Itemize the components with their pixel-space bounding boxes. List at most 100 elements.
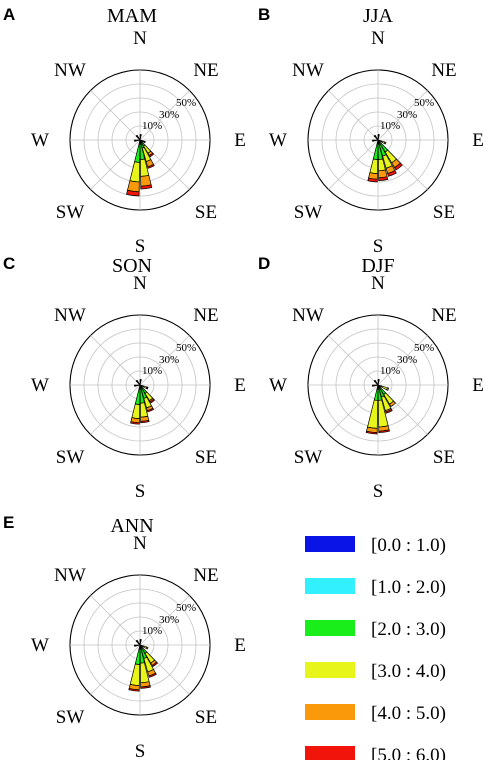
petal-ssw-bin-2	[372, 143, 379, 160]
petal-ssw-bin-4	[127, 180, 140, 193]
ring-label: 10%	[142, 120, 162, 132]
panel-letter: E	[3, 513, 14, 532]
wind-rose-panel-ann: E ANN 10%30%50% N NE E SE S SW W NW	[3, 513, 246, 760]
petal-e-bin-4	[383, 141, 387, 145]
polar-spoke	[328, 384, 379, 435]
petal-w-bin-5	[134, 139, 136, 142]
direction-label-e: E	[472, 375, 484, 396]
petal-ssw-bin-2	[134, 388, 141, 405]
polar-spoke	[90, 139, 141, 190]
ring-label: 50%	[414, 342, 434, 354]
legend-swatch	[305, 704, 355, 720]
petal-nw-bin-5	[373, 134, 376, 137]
petal-ssw-bin-3	[129, 663, 141, 686]
petal-nw-bin-5	[135, 639, 138, 642]
petal-n-bin-5	[139, 379, 142, 381]
petal-s-bin-5	[140, 184, 153, 190]
direction-label-e: E	[234, 130, 246, 151]
direction-label-e: E	[472, 130, 484, 151]
legend-swatch	[305, 662, 355, 678]
direction-label-s: S	[135, 481, 146, 502]
petal-s-bin-4	[378, 169, 388, 179]
polar-spoke	[328, 90, 379, 141]
petal-s-bin-5	[378, 429, 390, 433]
wind-rose-panel-djf: D DJF 10%30%50% N NE E SE S SW W NW	[258, 254, 484, 502]
petal-w-bin-5	[134, 384, 136, 387]
direction-label-se: SE	[195, 707, 217, 728]
panel-title: JJA	[363, 5, 394, 27]
petal-nw-bin-5	[373, 379, 376, 382]
wind-rose-panel-jja: B JJA 10%30%50% N NE E SE S SW W NW	[258, 5, 484, 257]
petal-w-bin-5	[134, 644, 136, 647]
direction-label-ne: NE	[431, 305, 456, 326]
ring-label: 10%	[142, 365, 162, 377]
petal-sse-bin-5	[146, 407, 155, 413]
legend-label: [3.0 : 4.0)	[371, 661, 446, 682]
polar-spoke	[328, 335, 379, 386]
direction-label-ne: NE	[193, 60, 218, 81]
petal-w-bin-5	[372, 139, 374, 142]
direction-label-s: S	[135, 741, 146, 760]
direction-label-sw: SW	[294, 202, 323, 223]
legend-swatch	[305, 578, 355, 594]
direction-label-s: S	[373, 236, 384, 257]
legend-label: [1.0 : 2.0)	[371, 577, 446, 598]
direction-label-w: W	[31, 375, 49, 396]
wind-rose-panel-mam: A MAM 10%30%50% N NE E SE S SW W NW	[3, 5, 246, 257]
direction-label-ne: NE	[431, 60, 456, 81]
direction-label-n: N	[133, 273, 147, 294]
panel-title: SON	[112, 255, 152, 277]
petal-ssw-bin-3	[131, 403, 141, 419]
petal-ssw-bin-2	[134, 648, 141, 665]
polar-spoke	[377, 335, 428, 386]
petal-se-bin-5	[148, 152, 155, 158]
ring-label: 50%	[414, 97, 434, 109]
direction-label-s: S	[373, 481, 384, 502]
direction-label-e: E	[234, 635, 246, 656]
legend-swatch	[305, 620, 355, 636]
direction-label-se: SE	[433, 447, 455, 468]
legend-label: [2.0 : 3.0)	[371, 619, 446, 640]
petal-n-bin-5	[139, 639, 142, 641]
petal-ssw-bin-5	[128, 688, 140, 692]
petal-ssw-bin-5	[126, 189, 140, 197]
direction-label-w: W	[31, 635, 49, 656]
petal-nw-bin-5	[135, 134, 138, 137]
ring-label: 30%	[159, 354, 179, 366]
panel-title: ANN	[110, 515, 153, 537]
polar-spoke	[139, 335, 190, 386]
direction-label-n: N	[371, 28, 385, 49]
panel-letter: A	[3, 5, 15, 24]
direction-label-nw: NW	[292, 305, 324, 326]
petal-se-bin-5	[394, 162, 403, 171]
polar-spoke	[90, 595, 141, 646]
direction-label-nw: NW	[54, 565, 86, 586]
petal-ssw-bin-3	[369, 158, 379, 174]
petal-ssw-bin-3	[367, 399, 379, 429]
petal-n-bin-5	[377, 379, 380, 381]
direction-label-w: W	[269, 130, 287, 151]
petal-ssw-bin-5	[365, 430, 378, 435]
petal-sse-bin-5	[148, 672, 157, 678]
direction-label-sw: SW	[294, 447, 323, 468]
petal-ssw-bin-5	[367, 177, 378, 183]
petal-e-bin-4	[145, 646, 149, 650]
petal-w-bin-5	[372, 384, 374, 387]
wind-rose-panel-son: C SON 10%30%50% N NE E SE S SW W NW	[3, 254, 246, 502]
panel-letter: C	[3, 254, 15, 273]
direction-label-nw: NW	[54, 60, 86, 81]
polar-spoke	[90, 644, 141, 695]
petal-sse-bin-5	[385, 409, 393, 414]
ring-label: 30%	[159, 614, 179, 626]
legend: [0.0 : 1.0) [1.0 : 2.0) [2.0 : 3.0) [3.0 : …	[305, 535, 446, 760]
polar-spoke	[139, 595, 190, 646]
ring-label: 50%	[176, 97, 196, 109]
direction-label-se: SE	[195, 202, 217, 223]
petal-s-bin-4	[140, 174, 152, 187]
panel-letter: D	[258, 254, 270, 273]
petal-e-bin-5	[143, 140, 146, 144]
ring-label: 10%	[380, 120, 400, 132]
petal-s-bin-5	[140, 685, 151, 689]
petal-e-bin-5	[146, 386, 149, 390]
petal-n-bin-5	[139, 134, 142, 136]
